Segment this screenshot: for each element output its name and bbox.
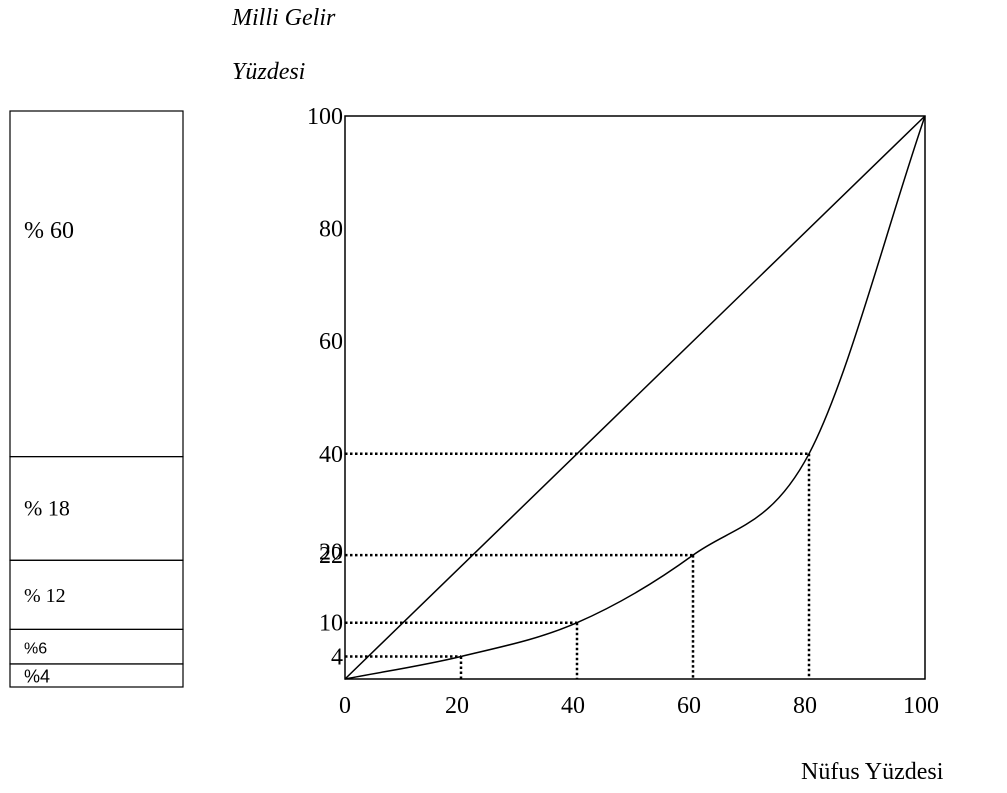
y-tick-label: 60 [319,329,343,355]
y-tick-label: 80 [319,217,343,243]
x-tick-label: 40 [561,693,585,719]
origin-label: 0 [339,693,351,719]
y-axis-label-line1: Milli Gelir [231,5,336,31]
x-tick-label: 60 [677,693,701,719]
income-share-bar: % 60 % 18 % 12 %6 %4 [9,110,184,688]
bar-segment-label: % 12 [24,585,66,607]
x-tick-label: 100 [903,693,939,719]
bar-segment [9,663,184,688]
y-tick-label: 40 [319,442,343,468]
y-tick-label: 4 [331,644,343,670]
y-tick-label: 10 [319,611,343,637]
x-axis-label: Nüfus Yüzdesi [801,759,944,785]
y-tick-label: 20 [319,539,343,565]
lorenz-curve [344,115,926,680]
bar-segment-label: %4 [24,666,50,686]
x-tick-labels: 20 40 60 80 100 [445,693,939,719]
y-tick-label: 22 [319,543,343,569]
plot-frame [344,115,926,680]
guide-lines [345,452,811,679]
y-axis-label-line2: Yüzdesi [232,59,305,85]
bar-segment-label: % 60 [24,218,74,244]
bar-segment [9,110,184,458]
equality-line [344,115,926,680]
y-tick-label: 100 [307,104,343,130]
x-tick-label: 80 [793,693,817,719]
bar-segment-label: % 18 [24,495,70,520]
bar-segment-label: %6 [24,641,47,658]
x-tick-label: 20 [445,693,469,719]
